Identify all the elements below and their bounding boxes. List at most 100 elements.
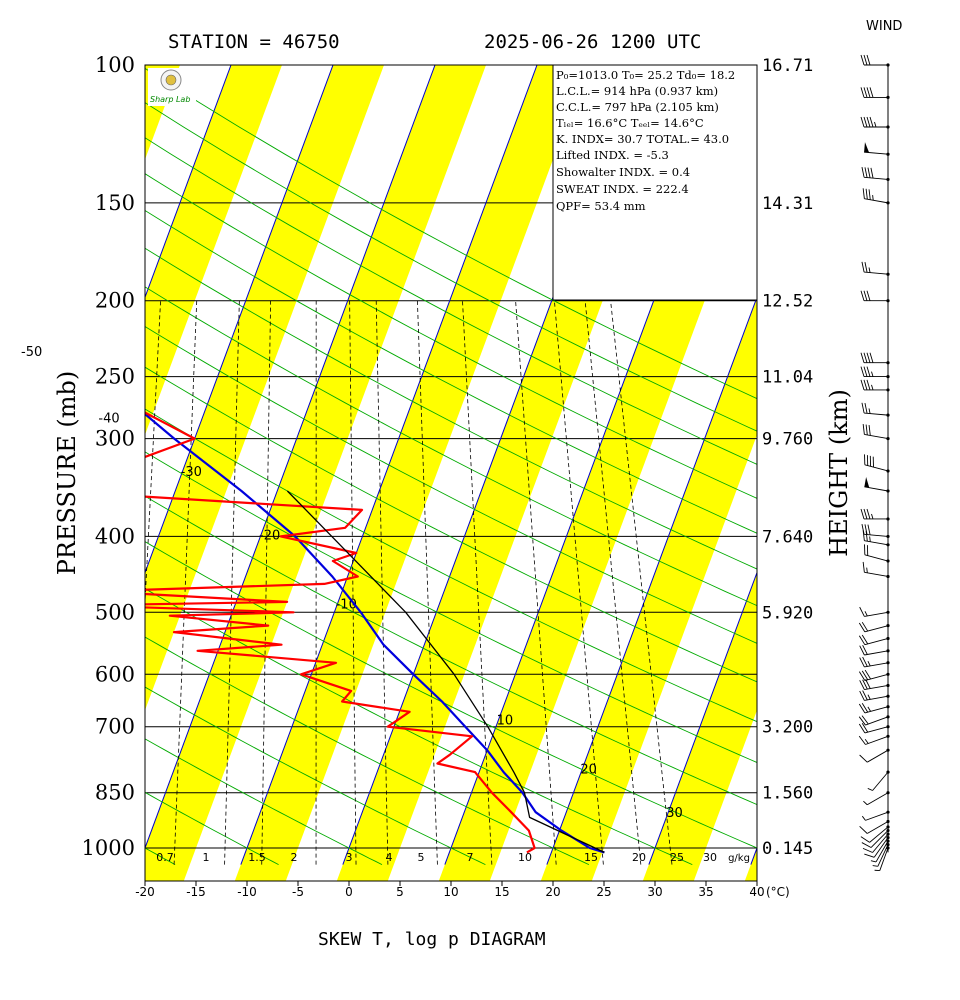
dry-adiabat-line	[145, 173, 757, 499]
isotherm-label: -50	[21, 345, 42, 360]
dry-adiabat-line	[145, 686, 486, 866]
wind-barb-half-feather	[861, 815, 866, 821]
wind-barb-half-feather	[863, 800, 868, 806]
wind-barb-shaft	[873, 837, 889, 858]
wind-barb-shaft	[875, 840, 889, 863]
sharp-lab-logo: Sharp Lab	[148, 68, 196, 106]
wind-barb	[861, 828, 890, 848]
wind-barb-shaft	[864, 673, 889, 681]
height-tick-label: 5.920	[762, 603, 813, 623]
pressure-tick-label: 100	[95, 53, 135, 77]
wind-barb-feather	[864, 167, 868, 178]
wind-barb-shaft	[864, 540, 889, 546]
station-label: STATION = 46750	[168, 31, 340, 53]
height-tick-label: 16.71	[762, 56, 813, 76]
wind-barb-half-feather	[867, 706, 871, 712]
wind-barb	[862, 188, 890, 205]
mixing-ratio-line	[610, 300, 673, 865]
diagram-title: SKEW T, log p DIAGRAM	[318, 929, 546, 950]
wind-barb-dot	[886, 543, 890, 547]
info-line-4: Tₗₑₗ= 16.6°C Tₑₑₗ= 14.6°C	[556, 116, 704, 130]
wind-barb	[861, 524, 890, 539]
wind-barb-shaft	[864, 464, 889, 472]
temperature-band	[839, 45, 960, 901]
x-tick-label: -15	[186, 885, 206, 899]
height-tick-label: 1.560	[762, 784, 813, 804]
pressure-tick-label: 250	[95, 365, 135, 389]
pressure-tick-label: 400	[95, 524, 135, 548]
wind-barb-feather	[860, 508, 865, 520]
dewpoint-profile	[145, 411, 536, 854]
wind-barb	[860, 825, 890, 843]
wind-barb-shaft	[872, 833, 889, 853]
isotherm-line	[0, 0, 40, 865]
wind-barb-feather	[864, 669, 871, 680]
x-tick-label: 15	[494, 885, 509, 899]
wind-barb-shaft	[864, 533, 889, 537]
wind-barb-shaft	[864, 412, 889, 416]
wind-barb-shaft	[864, 554, 889, 562]
wind-barb	[858, 634, 890, 646]
wind-barb	[860, 366, 890, 379]
wind-barb-feather	[865, 188, 868, 200]
wind-barb-feather	[860, 54, 865, 66]
wind-barb-feather	[861, 167, 865, 178]
wind-barb-feather	[858, 635, 866, 645]
mixing-ratio-label: 0.7	[156, 851, 174, 864]
wind-barb-feather	[866, 54, 871, 66]
dry-adiabat-line	[145, 588, 693, 866]
temperature-band	[145, 65, 290, 881]
x-unit-label: (°C)	[766, 885, 790, 899]
wind-barb-half-feather	[871, 384, 874, 391]
wind-barb	[861, 402, 890, 417]
wind-barb-half-feather	[867, 661, 871, 667]
wind-barb-feather	[859, 645, 865, 656]
mixing-ratio-label: 25	[670, 851, 684, 864]
wind-barb-half-feather	[864, 611, 868, 617]
wind-barb	[864, 476, 890, 493]
wind-barb-half-feather	[870, 860, 877, 863]
stability-indices-box: P₀=1013.0 T₀= 25.2 Td₀= 18.2 L.C.L.= 914…	[552, 64, 758, 301]
wind-barb-shaft	[864, 695, 889, 701]
wind-barb-shaft	[865, 716, 889, 726]
dry-adiabat-line	[145, 67, 757, 400]
wind-barb	[858, 703, 890, 714]
wind-barb	[859, 606, 890, 617]
wind-barb-feather	[863, 352, 868, 363]
dry-adiabat-line	[145, 286, 757, 607]
wind-barb	[860, 352, 890, 365]
mixing-ratio-label: 1	[203, 851, 210, 864]
x-tick-label: 25	[596, 885, 611, 899]
wind-barb	[860, 116, 890, 129]
mixing-ratio-label: 4	[386, 851, 393, 864]
info-line-5: K. INDX= 30.7 TOTAL.= 43.0	[556, 132, 729, 146]
mixing-ratio-label: 20	[632, 851, 646, 864]
wind-barb-feather	[862, 561, 865, 573]
pressure-tick-label: 300	[95, 427, 135, 451]
wind-barb-feather	[862, 656, 868, 667]
wind-barb-feather	[864, 524, 868, 535]
wind-barb-half-feather	[868, 408, 871, 414]
temperature-band	[145, 65, 494, 881]
dry-adiabat-line	[145, 791, 279, 865]
wind-barb-pennant	[864, 142, 870, 153]
wind-barb-half-feather	[866, 567, 868, 573]
isotherm-label: 20	[580, 763, 597, 778]
mixing-ratio-label: 15	[584, 851, 598, 864]
mixing-ratio-label: 5	[418, 851, 425, 864]
wind-barb	[867, 770, 890, 791]
x-tick-label: 10	[443, 885, 458, 899]
wind-barb-feather	[858, 723, 866, 734]
pressure-tick-label: 700	[95, 715, 135, 739]
wind-barb	[861, 167, 890, 182]
pressure-tick-label: 150	[95, 191, 135, 215]
wind-barb-feather	[864, 262, 868, 273]
wind-barb-feather	[869, 116, 874, 128]
wind-barb-dot	[886, 559, 890, 563]
wind-barb	[874, 846, 890, 872]
wind-barb	[860, 87, 890, 100]
wind-barb-feather	[859, 680, 865, 690]
